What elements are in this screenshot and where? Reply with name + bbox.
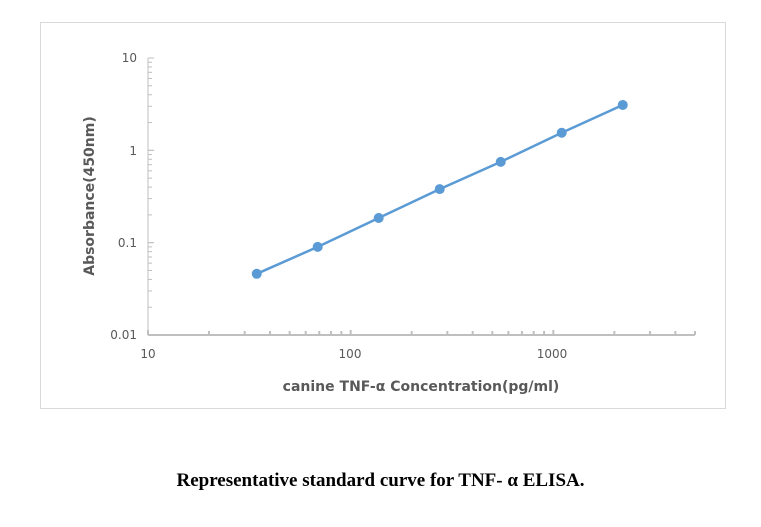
data-point: [251, 268, 262, 279]
figure-caption: Representative standard curve for TNF- α…: [176, 470, 585, 491]
data-point: [373, 212, 384, 223]
y-tick-label: 0.1: [118, 236, 137, 250]
data-point: [434, 184, 445, 195]
y-tick-label: 10: [122, 51, 137, 65]
chart-frame: [40, 22, 726, 409]
data-point: [556, 127, 567, 138]
x-tick-label: 10: [140, 347, 155, 361]
y-axis-label: Absorbance(450nm): [82, 116, 98, 276]
data-point: [495, 156, 506, 167]
data-point: [312, 241, 323, 252]
x-axis-label: canine TNF-α Concentration(pg/ml): [283, 379, 560, 395]
x-tick-label: 100: [339, 347, 362, 361]
data-point: [617, 99, 628, 110]
y-tick-label: 1: [129, 144, 137, 158]
x-tick-label: 1000: [537, 347, 568, 361]
y-tick-label: 0.01: [110, 328, 137, 342]
